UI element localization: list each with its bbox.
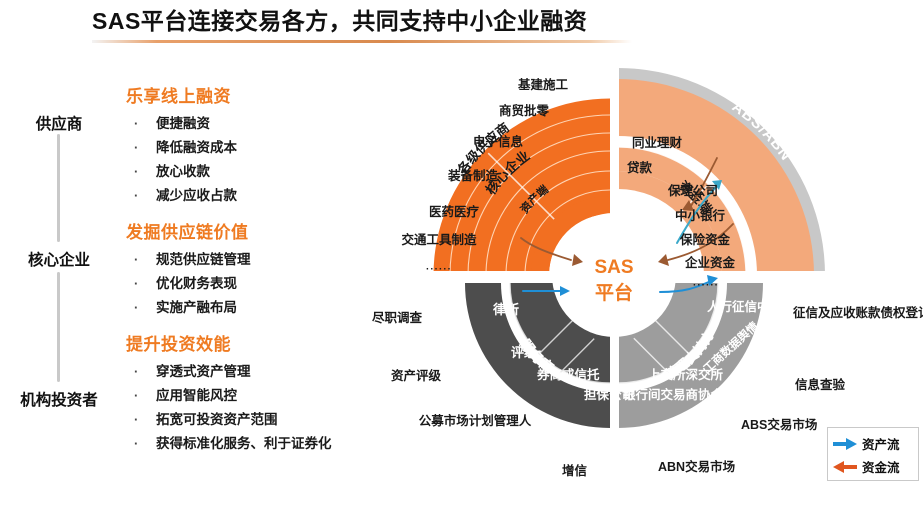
legend-row-asset-flow: 资产流 xyxy=(832,432,915,455)
sas-platform-diagram: 核心企业 各级供应商 资产端 资金端 ABS/ABN 服务商 管理支持方 xyxy=(355,38,923,517)
benefit-item: · 获得标准化服务、利于证券化 xyxy=(134,432,388,456)
industry-label-2: 电子信息 xyxy=(473,135,524,149)
benefit-item-label: 获得标准化服务、利于证券化 xyxy=(156,436,332,451)
service-segment-label-2: 券商或信托 xyxy=(537,368,600,382)
benefit-item: · 实施产融布局 xyxy=(134,296,388,320)
benefit-heading: 提升投资效能 xyxy=(126,335,231,354)
benefit-heading: 乐享线上融资 xyxy=(126,87,231,106)
benefit-item: · 拓宽可投资资产范围 xyxy=(134,408,388,432)
benefit-item-label: 优化财务表现 xyxy=(156,276,237,291)
industry-label-0: 基建施工 xyxy=(518,78,569,92)
bullet-icon: · xyxy=(134,188,139,203)
funding-inner-label-1: 贷款 xyxy=(627,161,653,175)
benefit-item: · 减少应收占款 xyxy=(134,184,388,208)
title-underline xyxy=(92,40,632,43)
benefit-item-label: 实施产融布局 xyxy=(156,300,237,315)
benefit-item: · 应用智能风控 xyxy=(134,384,388,408)
bullet-icon: · xyxy=(134,164,139,179)
benefit-item: · 穿透式资产管理 xyxy=(134,360,388,384)
funding-source-label-2: 保险资金 xyxy=(680,233,731,247)
industry-label-1: 商贸批零 xyxy=(499,104,550,118)
diagram-rings: 核心企业 各级供应商 资产端 资金端 ABS/ABN 服务商 管理支持方 xyxy=(415,58,830,443)
industry-label-4: 医药医疗 xyxy=(429,205,480,219)
benefit-item: · 规范供应链管理 xyxy=(134,248,388,272)
funding-source-label-1: 中小银行 xyxy=(675,209,726,223)
center-label-sas: SAS xyxy=(594,257,634,278)
stage-label-supplier: 供应商 xyxy=(35,116,83,133)
benefit-section-investment-efficiency: 提升投资效能 · 穿透式资产管理 · 应用智能风控 · 拓宽可投资资产范围 · 获得标准… xyxy=(118,330,388,456)
service-outer-label-1: 资产评级 xyxy=(391,369,442,383)
benefit-section-online-financing: 乐享线上融资 · 便捷融资 · 降低融资成本 · 放心收款 · 减少应收占款 xyxy=(118,82,388,208)
bullet-icon: · xyxy=(134,436,139,451)
service-outer-label-2: 公募市场计划管理人 xyxy=(418,414,532,428)
support-outer-label-2: ABS交易市场 xyxy=(741,418,818,432)
funding-inner-label-0: 同业理财 xyxy=(632,136,683,150)
funding-source-label-more: ······ xyxy=(693,280,719,291)
legend-label-asset-flow: 资产流 xyxy=(862,438,900,452)
title-block: SAS平台连接交易各方，共同支持中小企业融资 xyxy=(92,6,652,43)
benefit-item-label: 便捷融资 xyxy=(156,116,210,131)
funding-source-label-3: 企业资金 xyxy=(685,256,736,270)
center-label-platform: 平台 xyxy=(594,283,633,304)
service-outer-label-3: 增信 xyxy=(562,464,588,478)
benefit-heading: 发掘供应链价值 xyxy=(126,223,249,242)
benefit-item: · 放心收款 xyxy=(134,160,388,184)
benefit-item-label: 放心收款 xyxy=(156,164,210,179)
bullet-icon: · xyxy=(134,300,139,315)
stage-connector-line-1 xyxy=(57,134,60,242)
stage-connector-line-2 xyxy=(57,272,60,382)
bullet-icon: · xyxy=(134,412,139,427)
support-outer-label-0: 征信及应收账款债权登记及查询 xyxy=(793,306,923,320)
benefit-item-label: 穿透式资产管理 xyxy=(156,364,251,379)
industry-label-more: ······ xyxy=(426,264,452,275)
benefit-section-supply-chain-value: 发掘供应链价值 · 规范供应链管理 · 优化财务表现 · 实施产融布局 xyxy=(118,218,388,320)
arrow-left-icon xyxy=(833,460,857,473)
legend-label-fund-flow: 资金流 xyxy=(862,461,900,475)
bullet-icon: · xyxy=(134,252,139,267)
support-segment-label-0: 人行征信中心 xyxy=(707,300,783,314)
stage-label-investor: 机构投资者 xyxy=(20,392,98,409)
support-outer-label-3: ABN交易市场 xyxy=(658,460,736,474)
flow-legend: 资产流 资金流 xyxy=(827,427,919,481)
benefits-column: 乐享线上融资 · 便捷融资 · 降低融资成本 · 放心收款 · 减少应收占款 发掘供应链… xyxy=(118,82,388,466)
service-outer-label-0: 尽职调查 xyxy=(372,311,423,325)
stage-axis: 供应商 核心企业 机构投资者 xyxy=(0,100,118,430)
industry-label-3: 装备制造 xyxy=(448,169,499,183)
funding-source-label-0: 保理公司 xyxy=(668,184,719,198)
service-segment-label-0: 律所 xyxy=(492,302,519,317)
arrow-right-icon xyxy=(833,437,857,450)
benefit-item-label: 规范供应链管理 xyxy=(156,252,251,267)
benefit-item-label: 减少应收占款 xyxy=(156,188,237,203)
bullet-icon: · xyxy=(134,276,139,291)
benefit-item: · 降低融资成本 xyxy=(134,136,388,160)
legend-row-fund-flow: 资金流 xyxy=(832,455,915,478)
benefit-item: · 便捷融资 xyxy=(134,112,388,136)
service-segment-label-1: 评级 xyxy=(510,345,537,360)
benefit-item-label: 应用智能风控 xyxy=(156,388,237,403)
industry-label-5: 交通工具制造 xyxy=(401,233,477,247)
bullet-icon: · xyxy=(134,364,139,379)
benefit-item-label: 降低融资成本 xyxy=(156,140,237,155)
benefit-item: · 优化财务表现 xyxy=(134,272,388,296)
bullet-icon: · xyxy=(134,140,139,155)
support-segment-label-3: 银行间交易商协会 xyxy=(623,388,723,403)
bullet-icon: · xyxy=(134,388,139,403)
bullet-icon: · xyxy=(134,116,139,131)
support-outer-label-1: 信息查验 xyxy=(795,378,846,392)
benefit-item-label: 拓宽可投资资产范围 xyxy=(156,412,278,427)
stage-label-core: 核心企业 xyxy=(27,252,90,269)
support-segment-label-2: 上交所深交所 xyxy=(648,368,724,382)
service-segment-label-3: 担保公司 xyxy=(584,388,635,402)
page-title: SAS平台连接交易各方，共同支持中小企业融资 xyxy=(92,8,588,34)
flow-arrows xyxy=(520,157,734,296)
